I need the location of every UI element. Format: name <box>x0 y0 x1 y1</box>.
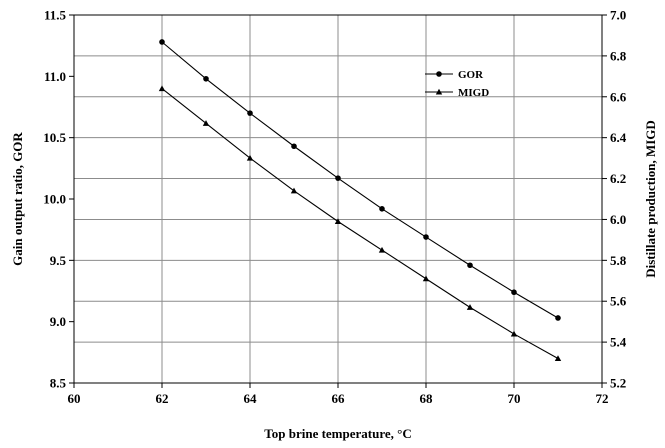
data-point-gor <box>203 75 209 82</box>
data-point-gor <box>335 175 341 181</box>
y-tick-label-left: 9.0 <box>50 314 66 329</box>
data-point-gor <box>379 206 385 212</box>
data-point-migd <box>510 330 518 337</box>
x-tick-label: 60 <box>68 391 81 406</box>
data-point-gor <box>159 39 165 45</box>
data-point-migd <box>334 218 342 225</box>
x-tick-label: 72 <box>596 391 609 406</box>
data-point-migd <box>158 85 166 92</box>
y-axis-title-left: Gain output ratio, GOR <box>10 132 25 266</box>
x-tick-label: 68 <box>420 391 434 406</box>
y-axis-title-right: Distillate production, MIGD <box>643 120 658 278</box>
y-tick-label-right: 6.2 <box>610 171 626 186</box>
legend-marker-gor <box>436 71 442 77</box>
data-point-gor <box>291 143 297 150</box>
axis-ticks: 60 62 64 66 68 70 72 8.5 9.0 9.5 10.0 10.5 11.0 11.5 5… <box>43 8 627 407</box>
data-point-gor <box>555 315 561 321</box>
legend: GOR MIGD <box>425 69 489 99</box>
y-tick-label-right: 6.0 <box>610 212 626 227</box>
x-axis-title: Top brine temperature, °C <box>264 426 411 441</box>
x-tick-label: 70 <box>508 391 521 406</box>
y-tick-label-right: 5.6 <box>610 294 627 309</box>
y-tick-label-right: 5.2 <box>610 376 626 391</box>
y-tick-label-right: 6.6 <box>610 89 627 104</box>
gridlines <box>74 15 602 383</box>
x-tick-label: 66 <box>332 391 346 406</box>
legend-label-migd: MIGD <box>458 87 489 99</box>
series-line-migd <box>161 88 559 359</box>
y-tick-label-right: 6.8 <box>610 48 627 63</box>
data-point-migd <box>290 187 298 194</box>
data-point-gor <box>423 234 429 240</box>
data-point-migd <box>554 355 562 362</box>
y-tick-label-right: 5.8 <box>610 253 627 268</box>
data-point-migd <box>422 275 430 282</box>
legend-marker-migd <box>435 88 443 95</box>
y-tick-label-right: 7.0 <box>610 8 626 23</box>
x-tick-label: 64 <box>244 391 258 406</box>
legend-label-gor: GOR <box>458 69 484 81</box>
y-tick-label-left: 11.0 <box>44 69 66 84</box>
y-tick-label-left: 9.5 <box>50 253 67 268</box>
series-gor <box>159 39 561 321</box>
data-point-migd <box>246 154 254 161</box>
data-point-gor <box>247 110 253 116</box>
y-tick-label-left: 10.0 <box>43 192 66 207</box>
y-tick-label-right: 6.4 <box>610 130 627 145</box>
series-migd <box>158 85 562 362</box>
data-point-migd <box>378 246 386 253</box>
y-tick-label-left: 8.5 <box>50 376 67 391</box>
data-point-gor <box>467 262 473 269</box>
data-point-migd <box>466 304 474 310</box>
x-tick-label: 62 <box>156 391 169 406</box>
data-point-gor <box>511 289 517 296</box>
y-tick-label-left: 10.5 <box>43 130 66 145</box>
series-line-gor <box>161 41 559 319</box>
y-tick-label-left: 11.5 <box>44 8 67 23</box>
y-tick-label-right: 5.4 <box>610 335 627 350</box>
data-point-migd <box>202 120 210 126</box>
series-layer <box>158 39 562 362</box>
